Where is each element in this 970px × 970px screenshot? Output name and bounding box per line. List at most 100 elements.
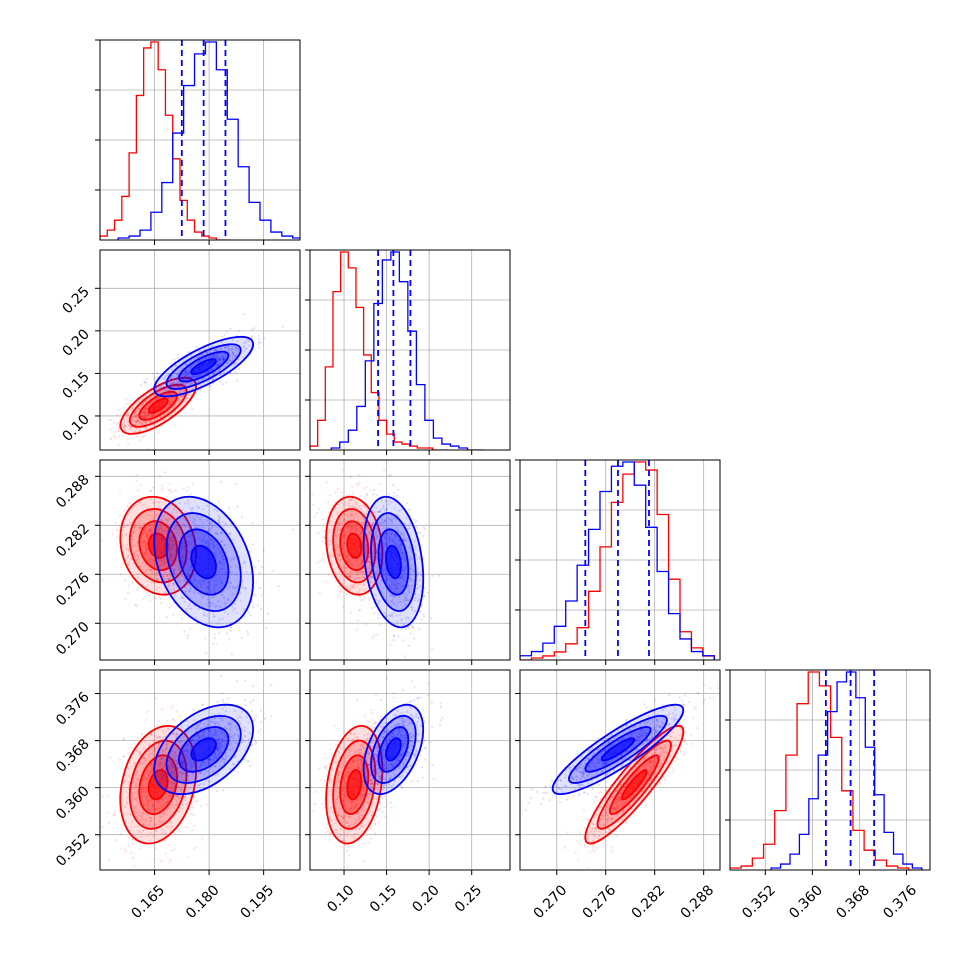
scatter-point bbox=[242, 356, 245, 359]
scatter-point bbox=[232, 734, 235, 737]
scatter-point bbox=[191, 375, 195, 379]
scatter-point bbox=[400, 551, 404, 554]
scatter-point bbox=[212, 642, 215, 645]
scatter-point bbox=[156, 399, 159, 402]
scatter-point bbox=[147, 557, 150, 560]
scatter-point bbox=[170, 553, 173, 557]
scatter-point bbox=[136, 588, 139, 591]
scatter-point bbox=[144, 773, 147, 776]
scatter-point bbox=[145, 776, 148, 779]
scatter-point bbox=[243, 562, 246, 565]
scatter-point bbox=[182, 544, 185, 547]
scatter-point bbox=[406, 587, 409, 590]
scatter-point bbox=[184, 395, 188, 398]
scatter-point bbox=[150, 420, 153, 423]
scatter-point bbox=[170, 788, 173, 792]
scatter-point bbox=[134, 807, 137, 810]
scatter-point bbox=[168, 402, 171, 406]
scatter-point bbox=[349, 560, 352, 563]
scatter-point bbox=[127, 547, 130, 551]
scatter-point bbox=[146, 378, 149, 381]
scatter-point bbox=[366, 509, 369, 512]
scatter-point bbox=[125, 420, 128, 423]
scatter-point bbox=[163, 383, 166, 386]
scatter-point bbox=[394, 537, 397, 540]
scatter-point bbox=[147, 530, 150, 533]
scatter-point bbox=[230, 725, 233, 728]
scatter-point bbox=[169, 575, 172, 578]
scatter-point bbox=[391, 517, 395, 520]
scatter-point bbox=[135, 427, 138, 430]
scatter-point bbox=[328, 511, 331, 514]
scatter-point bbox=[362, 566, 365, 569]
scatter-point bbox=[349, 584, 352, 587]
scatter-point bbox=[215, 642, 218, 645]
scatter-point bbox=[364, 502, 367, 505]
scatter-point bbox=[198, 538, 201, 541]
scatter-point bbox=[221, 582, 224, 585]
scatter-point bbox=[384, 569, 387, 572]
contour-blue bbox=[385, 544, 402, 580]
scatter-point bbox=[150, 581, 153, 584]
scatter-point bbox=[180, 395, 183, 398]
scatter-point bbox=[384, 543, 387, 546]
scatter-point bbox=[341, 547, 344, 551]
scatter-point bbox=[400, 618, 403, 621]
scatter-point bbox=[418, 610, 422, 613]
scatter-point bbox=[369, 577, 372, 580]
scatter-point bbox=[213, 546, 216, 549]
scatter-point bbox=[118, 758, 121, 761]
scatter-point bbox=[145, 534, 149, 537]
scatter-point bbox=[183, 541, 186, 545]
scatter-point bbox=[217, 359, 220, 362]
scatter-point bbox=[190, 537, 193, 540]
scatter-point bbox=[161, 560, 164, 563]
scatter-point bbox=[181, 804, 184, 807]
scatter-point bbox=[365, 494, 368, 497]
scatter-point bbox=[241, 586, 245, 589]
scatter-point bbox=[185, 559, 188, 562]
scatter-point bbox=[219, 560, 222, 564]
scatter-point bbox=[176, 763, 179, 766]
scatter-point bbox=[144, 427, 147, 430]
scatter-point bbox=[395, 543, 398, 546]
scatter-point bbox=[379, 522, 383, 525]
scatter-point bbox=[338, 554, 341, 557]
scatter-point bbox=[187, 571, 190, 574]
scatter-point bbox=[381, 544, 384, 548]
scatter-point bbox=[394, 587, 397, 590]
scatter-point bbox=[230, 565, 233, 568]
scatter-point bbox=[257, 334, 260, 337]
scatter-point bbox=[160, 484, 163, 487]
scatter-point bbox=[221, 692, 224, 695]
scatter-point bbox=[215, 365, 218, 369]
scatter-point bbox=[112, 813, 115, 816]
scatter-point bbox=[234, 602, 237, 605]
scatter-point bbox=[374, 532, 377, 536]
scatter-point bbox=[210, 354, 213, 357]
scatter-point bbox=[169, 402, 172, 405]
scatter-point bbox=[389, 643, 392, 646]
scatter-point bbox=[126, 801, 129, 804]
scatter-point bbox=[257, 337, 260, 340]
scatter-point bbox=[178, 797, 181, 800]
scatter-point bbox=[258, 346, 261, 349]
scatter-point bbox=[395, 587, 399, 590]
scatter-point bbox=[401, 576, 404, 579]
scatter-point bbox=[151, 414, 154, 417]
scatter-point bbox=[346, 513, 349, 516]
scatter-point bbox=[370, 575, 373, 578]
scatter-point bbox=[347, 525, 350, 528]
scatter-point bbox=[117, 430, 120, 433]
scatter-point bbox=[349, 563, 352, 566]
scatter-point bbox=[130, 534, 133, 537]
scatter-point bbox=[180, 774, 183, 777]
scatter-point bbox=[173, 542, 176, 546]
scatter-point bbox=[147, 773, 151, 776]
scatter-point bbox=[128, 462, 130, 464]
scatter-point bbox=[380, 521, 383, 524]
scatter-point bbox=[393, 595, 396, 598]
scatter-point bbox=[146, 777, 149, 781]
scatter-point bbox=[229, 372, 232, 375]
scatter-point bbox=[151, 768, 154, 771]
